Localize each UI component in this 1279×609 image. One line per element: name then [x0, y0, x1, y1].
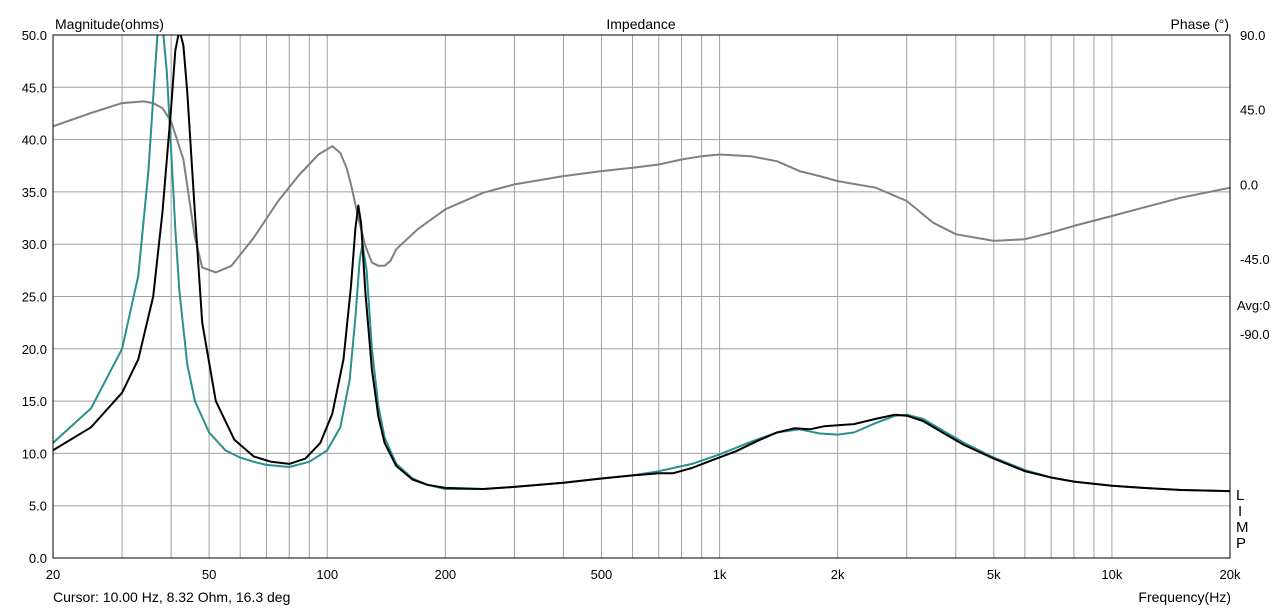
y-tick-label: 20.0: [22, 342, 47, 357]
x-tick-label: 5k: [987, 567, 1001, 582]
x-axis-label: Frequency(Hz): [1138, 589, 1231, 605]
y2-axis-label: Phase (°): [1170, 16, 1229, 32]
y-tick-label: 30.0: [22, 237, 47, 252]
legend-letter-p: P: [1236, 535, 1246, 552]
y-tick-label: 40.0: [22, 133, 47, 148]
x-tick-label: 500: [591, 567, 613, 582]
y-tick-labels: 0.0 5.0 10.0 15.0 20.0 25.0 30.0 35.0 40.0 45.0 50…: [22, 28, 47, 566]
x-tick-label: 20k: [1220, 567, 1241, 582]
x-tick-label: 2k: [831, 567, 845, 582]
x-tick-label: 200: [434, 567, 456, 582]
y2-tick-label: 45.0: [1240, 103, 1265, 118]
y-tick-label: 35.0: [22, 185, 47, 200]
y-tick-label: 5.0: [29, 499, 47, 514]
phase-line-gray: [53, 100, 1230, 274]
plot-frame: [52, 34, 1231, 559]
y2-tick-label: 90.0: [1240, 28, 1265, 43]
legend-letter-m: M: [1236, 519, 1249, 536]
y-tick-label: 25.0: [22, 290, 47, 305]
avg-label: Avg:0: [1237, 298, 1270, 313]
y-axis-label: Magnitude(ohms): [55, 16, 164, 32]
y2-tick-label: -90.0: [1240, 327, 1270, 342]
x-tick-label: 100: [316, 567, 338, 582]
x-tick-label: 1k: [713, 567, 727, 582]
series-layer: [53, 35, 1230, 493]
y2-tick-labels: 90.0 45.0 0.0 -45.0 -90.0: [1240, 28, 1270, 342]
x-tick-label: 50: [202, 567, 216, 582]
legend-letter-l: L: [1236, 487, 1244, 504]
x-tick-label: 20: [46, 567, 60, 582]
legend-letter-i: I: [1238, 503, 1242, 520]
y-tick-label: 45.0: [22, 80, 47, 95]
chart-title: Impedance: [606, 16, 675, 32]
y-tick-label: 50.0: [22, 28, 47, 43]
y-tick-label: 10.0: [22, 446, 47, 461]
x-tick-labels: 20 50 100 200 500 1k 2k 5k 10k 20k: [46, 567, 1241, 582]
x-tick-label: 10k: [1101, 567, 1122, 582]
magnitude-line-black: [53, 35, 1230, 493]
y-tick-label: 15.0: [22, 394, 47, 409]
cursor-readout: Cursor: 10.00 Hz, 8.32 Ohm, 16.3 deg: [53, 589, 290, 605]
y2-tick-label: -45.0: [1240, 252, 1270, 267]
legend-letters: L I M P: [1236, 487, 1249, 552]
y-tick-label: 0.0: [29, 551, 47, 566]
y2-tick-label: 0.0: [1240, 177, 1258, 192]
